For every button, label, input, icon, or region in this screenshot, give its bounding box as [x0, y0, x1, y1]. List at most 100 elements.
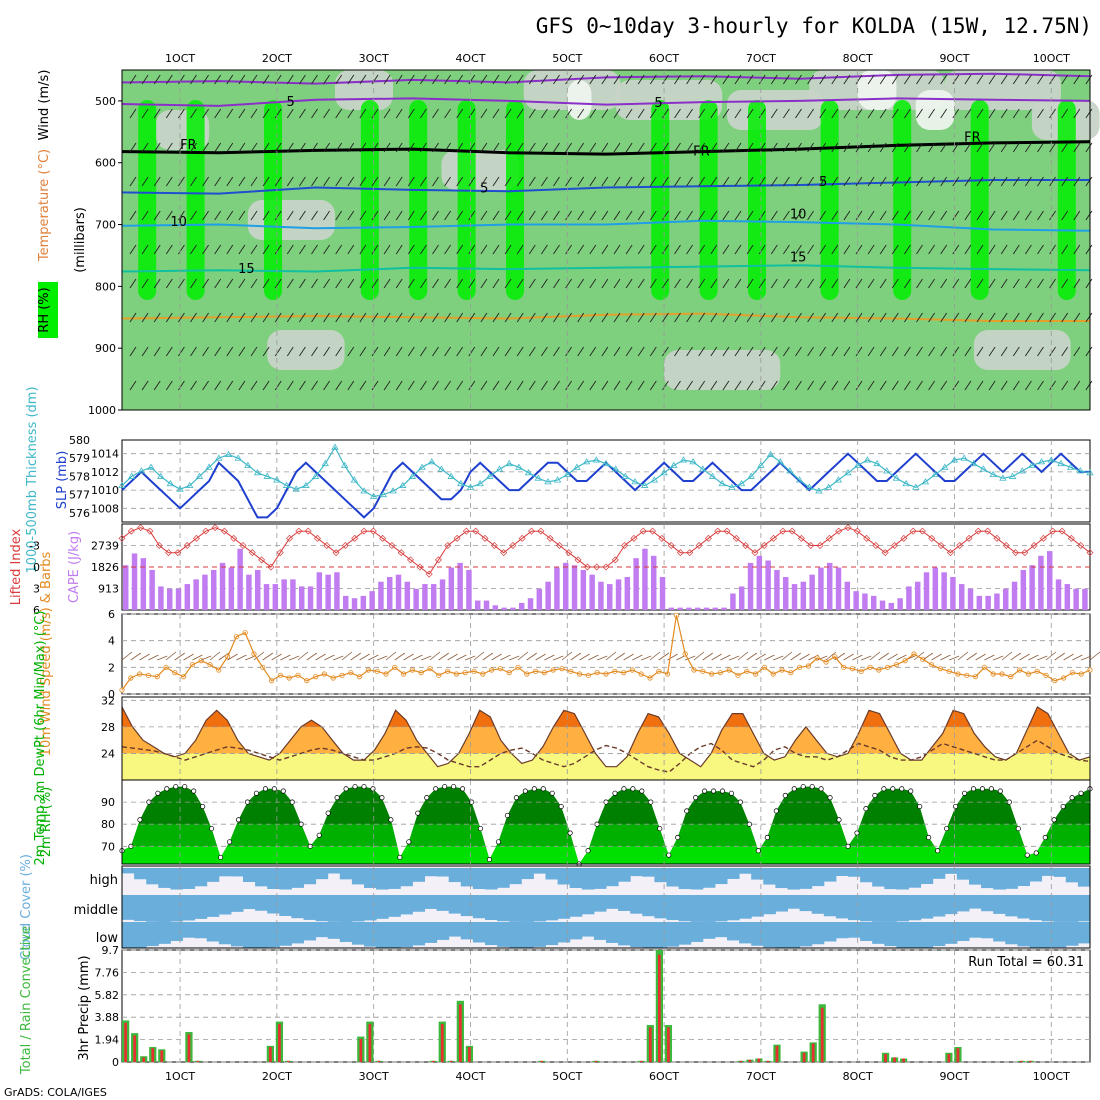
cape-bar — [404, 581, 411, 610]
wind-barb — [541, 244, 548, 255]
wind-barb — [686, 142, 693, 153]
rh-dry-patch — [567, 80, 592, 120]
wind-barb — [734, 142, 742, 153]
wind-barb — [190, 278, 197, 289]
wind-barb — [722, 108, 730, 119]
wind-barb — [976, 244, 984, 255]
wind-barb-10m — [412, 654, 423, 661]
wind-barb-10m — [561, 651, 573, 661]
wind-barb — [843, 74, 851, 85]
wind-barb-10m — [271, 653, 282, 661]
wind-barb — [904, 312, 911, 323]
precip-convective-bar — [133, 1035, 137, 1062]
wind-barb — [879, 244, 887, 255]
wind-barb — [250, 346, 258, 357]
wind-barb — [395, 346, 403, 357]
cloud-level-middle — [412, 895, 425, 912]
wind-barb — [383, 278, 391, 289]
cloud-level-low — [279, 922, 292, 946]
wind-barb — [662, 312, 669, 323]
wind-barb — [770, 244, 778, 255]
wind-barb — [299, 380, 306, 391]
cloud-level-high — [618, 868, 631, 882]
cloud-level-low — [1017, 922, 1030, 947]
wind-barb — [480, 278, 488, 289]
wind-barb — [601, 210, 609, 221]
wind-barb — [129, 74, 137, 85]
wind-barb — [274, 176, 282, 187]
rh2m-ylabel-text: 2m RH (%) — [39, 787, 54, 858]
wind-barb — [746, 142, 754, 153]
wind-barb — [129, 312, 137, 323]
rh2m-point — [782, 792, 788, 799]
wind-barb-10m — [852, 654, 863, 661]
wind-barb — [940, 244, 948, 255]
wind-barb — [674, 142, 681, 153]
wind-barb — [274, 108, 282, 119]
cape-bar — [651, 555, 657, 610]
wind-barb — [468, 142, 476, 153]
wind-barb — [516, 210, 524, 221]
wind-barb — [795, 176, 802, 187]
li-point — [723, 527, 731, 535]
cape-bar — [255, 569, 261, 610]
wind-barb — [940, 380, 948, 391]
wind-barb — [928, 74, 935, 85]
cloud-level-low — [654, 922, 667, 948]
rh2m-point — [433, 786, 439, 792]
wind-barb — [383, 210, 391, 221]
cloud-ylabel: Cloud Cover (%) — [19, 854, 34, 960]
wind-barb — [613, 312, 621, 323]
wind-barb — [916, 380, 923, 391]
cloud-level-low — [218, 922, 232, 945]
wind-barb — [1012, 176, 1020, 187]
wind-barb — [541, 176, 548, 187]
wind-barb — [323, 74, 330, 85]
wind-ylabel-segment: 10m Wind Speed (m/s) & Barbs — [39, 551, 54, 756]
wind-barb-10m — [253, 651, 265, 661]
cloud-level-middle — [303, 895, 317, 920]
cloud-level-low — [194, 922, 208, 939]
cloud-level-high — [956, 868, 970, 880]
wind-barb — [964, 210, 972, 221]
wind-barb — [770, 312, 778, 323]
wind-barb — [1085, 142, 1093, 153]
rh2m-point — [451, 784, 457, 790]
wind-barb — [1049, 74, 1056, 85]
wind-barb — [1061, 312, 1069, 323]
wind-barb — [541, 142, 548, 153]
wind-barb — [456, 142, 464, 153]
wind-barb — [831, 142, 839, 153]
li-point — [155, 542, 163, 549]
wind-barb — [141, 74, 149, 85]
wind-barb — [577, 142, 585, 153]
wind-barb — [553, 380, 560, 391]
wind-barb — [129, 346, 137, 357]
wind-barb — [1000, 346, 1008, 357]
wind-barb — [807, 74, 814, 85]
wind-barb — [855, 210, 863, 221]
cloud-level-low — [472, 922, 486, 943]
wind-barb — [226, 380, 234, 391]
cape-bar — [272, 584, 279, 610]
cloud-level-middle — [1017, 895, 1030, 919]
wind-barb — [407, 210, 415, 221]
cloud-level-middle — [509, 895, 522, 922]
wind-barb — [165, 346, 173, 357]
wind-barb — [589, 176, 597, 187]
cape-bar — [387, 577, 393, 610]
wind-barb — [649, 142, 657, 153]
wind-barb — [383, 346, 391, 357]
wind-barb — [432, 278, 439, 289]
wind-barb — [1073, 244, 1081, 255]
wind-barb — [129, 108, 137, 119]
wind-barb — [589, 210, 597, 221]
wind-barb — [274, 312, 282, 323]
x-tick-top: 7OCT — [746, 52, 776, 65]
wind-barb — [783, 74, 790, 85]
wind-barb — [867, 108, 875, 119]
wind-barb — [1049, 108, 1056, 119]
wind-barb — [286, 278, 294, 289]
cloud-level-high — [884, 868, 897, 890]
cloud-level-middle — [775, 895, 788, 912]
